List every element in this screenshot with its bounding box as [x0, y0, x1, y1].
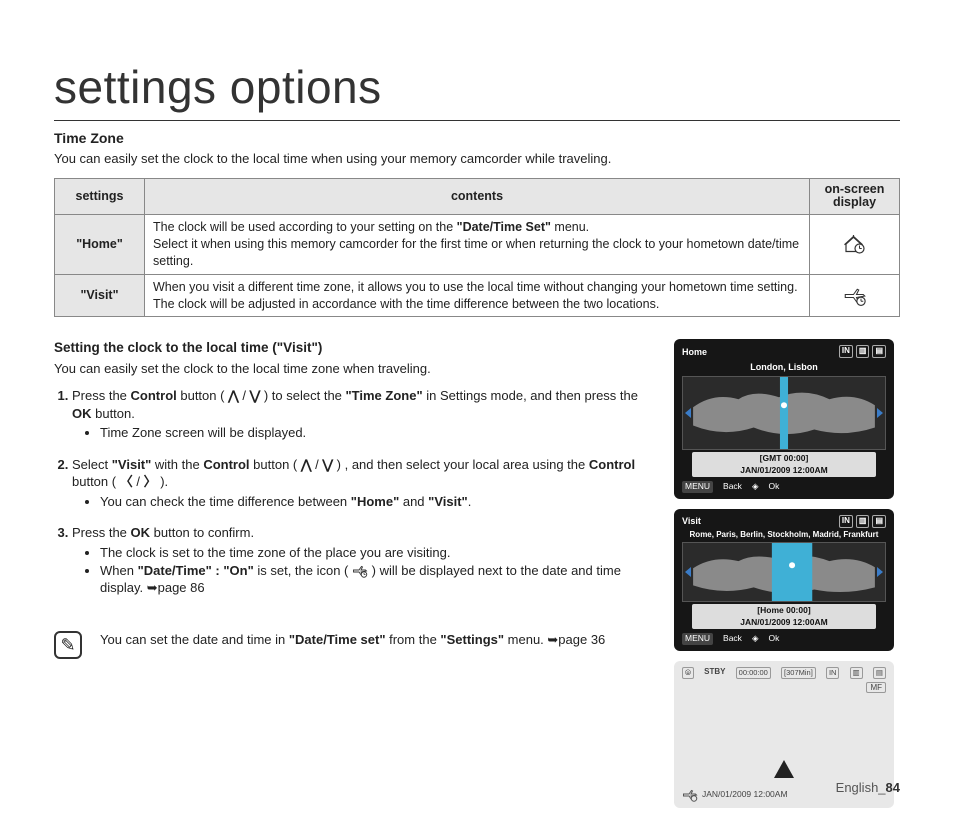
row-content: When you visit a different time zone, it… [145, 274, 810, 317]
section-intro: You can easily set the clock to the loca… [54, 150, 900, 168]
up-icon: ⋀ [228, 387, 239, 405]
page-title: settings options [54, 56, 900, 121]
note-icon: ✎ [54, 631, 82, 659]
screen-city: London, Lisbon [682, 360, 886, 374]
step-3-bullet-1: The clock is set to the time zone of the… [100, 544, 656, 562]
world-map [682, 376, 886, 450]
nav-right-icon[interactable] [877, 567, 883, 577]
settings-table: settings contents on-screendisplay "Home… [54, 178, 900, 318]
step-3-bullet-2: When "Date/Time" : "On" is set, the icon… [100, 562, 656, 597]
stby-date: JAN/01/2009 12:00AM [702, 789, 788, 800]
note-text: You can set the date and time in "Date/T… [100, 631, 605, 649]
screen-label: Home [682, 346, 707, 358]
back-label: Back [723, 633, 742, 644]
nav-right-icon[interactable] [877, 408, 883, 418]
screen-gmt: [GMT 00:00]JAN/01/2009 12:00AM [692, 452, 876, 477]
plane-clock-icon [352, 564, 368, 578]
th-contents: contents [145, 178, 810, 215]
plane-clock-icon [682, 788, 698, 802]
step-1-bullet: Time Zone screen will be displayed. [100, 424, 656, 442]
section-heading: Time Zone [54, 129, 900, 148]
screen-city: Rome, Paris, Berlin, Stockholm, Madrid, … [682, 530, 886, 541]
nav-left-icon[interactable] [685, 567, 691, 577]
indicators: IN▥▤ [839, 515, 886, 528]
world-map [682, 542, 886, 602]
right-icon: 〉 [144, 473, 157, 491]
back-label: Back [723, 481, 742, 492]
screen-home: Home IN▥▤ London, Lisbon [GMT 00:00]JAN/… [674, 339, 894, 498]
screen-label: Visit [682, 515, 701, 527]
page-footer: English_84 [836, 779, 900, 797]
screen-visit: Visit IN▥▤ Rome, Paris, Berlin, Stockhol… [674, 509, 894, 651]
row-name: "Visit" [55, 274, 145, 317]
step-2: Select "Visit" with the Control button (… [72, 456, 656, 511]
ok-label: Ok [768, 481, 779, 492]
steps-list: Press the Control button ( ⋀ / ⋁ ) to se… [54, 387, 656, 596]
playhead-icon [774, 760, 794, 778]
left-icon: 〈 [120, 473, 133, 491]
procedure-intro: You can easily set the clock to the loca… [54, 360, 656, 378]
down-icon: ⋁ [250, 387, 261, 405]
ok-icon[interactable]: ◈ [752, 481, 759, 492]
table-row: "Home" The clock will be used according … [55, 215, 900, 275]
menu-button[interactable]: MENU [682, 481, 713, 492]
step-3: Press the OK button to confirm. The cloc… [72, 524, 656, 596]
table-row: "Visit" When you visit a different time … [55, 274, 900, 317]
plane-clock-icon [843, 285, 867, 307]
indicators: IN▥▤ [839, 345, 886, 358]
th-settings: settings [55, 178, 145, 215]
note: ✎ You can set the date and time in "Date… [54, 631, 656, 659]
step-1: Press the Control button ( ⋀ / ⋁ ) to se… [72, 387, 656, 442]
procedure-heading: Setting the clock to the local time ("Vi… [54, 339, 656, 357]
row-content: The clock will be used according to your… [145, 215, 810, 275]
screen-gmt: [Home 00:00]JAN/01/2009 12:00AM [692, 604, 876, 629]
menu-button[interactable]: MENU [682, 633, 713, 644]
step-2-bullet: You can check the time difference betwee… [100, 493, 656, 511]
camera-icon: ⦾ [682, 667, 694, 679]
mf-indicator: MF [866, 682, 886, 693]
row-icon-cell [810, 274, 900, 317]
row-icon-cell [810, 215, 900, 275]
th-display: on-screendisplay [810, 178, 900, 215]
ok-label: Ok [768, 633, 779, 644]
home-clock-icon [843, 233, 867, 255]
stby-bar: ⦾ STBY 00:00:00 [307Min] IN▥▤ [682, 667, 886, 679]
down-icon: ⋁ [322, 456, 333, 474]
row-name: "Home" [55, 215, 145, 275]
up-icon: ⋀ [301, 456, 312, 474]
nav-left-icon[interactable] [685, 408, 691, 418]
ok-icon[interactable]: ◈ [752, 633, 759, 644]
